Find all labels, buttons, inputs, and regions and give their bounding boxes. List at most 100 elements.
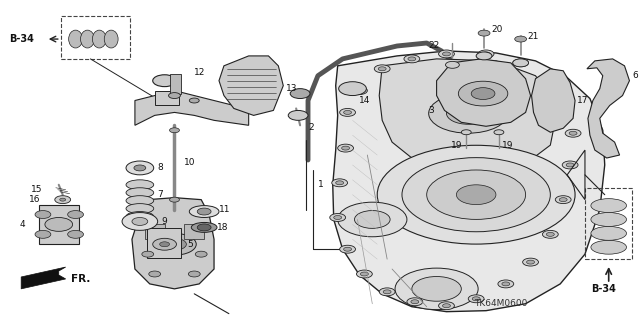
Bar [145, 225, 164, 239]
Bar [61, 16, 130, 59]
Ellipse shape [126, 180, 154, 190]
Circle shape [438, 50, 454, 58]
Circle shape [338, 202, 407, 237]
Text: 4: 4 [19, 220, 25, 229]
Text: 5: 5 [188, 240, 193, 249]
Text: 21: 21 [527, 32, 539, 41]
Polygon shape [135, 91, 249, 125]
Circle shape [132, 218, 148, 226]
Ellipse shape [126, 211, 154, 221]
Circle shape [330, 213, 346, 221]
Circle shape [476, 52, 492, 60]
Circle shape [148, 271, 161, 277]
Circle shape [543, 230, 558, 238]
Text: 10: 10 [184, 159, 196, 167]
Circle shape [338, 144, 353, 152]
Text: 2: 2 [308, 123, 314, 132]
Polygon shape [436, 59, 531, 126]
Circle shape [360, 272, 369, 276]
Circle shape [429, 94, 508, 133]
Circle shape [513, 59, 529, 67]
Text: 14: 14 [360, 96, 371, 105]
Circle shape [447, 102, 490, 124]
Circle shape [126, 161, 154, 175]
Circle shape [498, 280, 514, 288]
Circle shape [355, 211, 390, 228]
Text: 15: 15 [31, 185, 43, 194]
Circle shape [565, 129, 581, 137]
Circle shape [55, 196, 70, 204]
Circle shape [471, 88, 495, 100]
Bar [585, 188, 632, 259]
Circle shape [332, 179, 348, 187]
Circle shape [197, 208, 211, 215]
Circle shape [197, 224, 211, 231]
Circle shape [159, 242, 170, 247]
Circle shape [523, 258, 538, 266]
Text: 1: 1 [318, 180, 324, 189]
Polygon shape [132, 198, 214, 289]
Circle shape [336, 181, 344, 185]
Text: 3: 3 [429, 106, 435, 115]
Text: 6: 6 [632, 71, 638, 80]
Circle shape [547, 232, 554, 236]
Circle shape [404, 55, 420, 63]
Circle shape [395, 268, 478, 310]
Circle shape [377, 145, 575, 244]
Circle shape [540, 77, 556, 85]
Ellipse shape [92, 30, 106, 48]
Circle shape [35, 211, 51, 219]
Ellipse shape [591, 199, 627, 212]
Circle shape [456, 185, 496, 204]
Circle shape [494, 130, 504, 135]
Ellipse shape [126, 204, 154, 213]
Circle shape [288, 110, 308, 120]
Circle shape [134, 165, 146, 171]
Ellipse shape [189, 205, 219, 218]
Ellipse shape [591, 212, 627, 226]
Circle shape [468, 295, 484, 303]
Circle shape [188, 271, 200, 277]
Circle shape [344, 247, 351, 251]
Circle shape [559, 198, 567, 202]
Circle shape [351, 87, 367, 94]
Circle shape [355, 89, 364, 93]
Text: B-34: B-34 [10, 34, 34, 44]
Circle shape [515, 36, 527, 42]
Text: 18: 18 [217, 223, 228, 232]
Circle shape [402, 158, 550, 232]
Ellipse shape [591, 240, 627, 254]
Circle shape [122, 212, 157, 230]
Text: 13: 13 [286, 84, 298, 93]
Circle shape [374, 65, 390, 73]
Circle shape [340, 245, 355, 253]
Circle shape [35, 230, 51, 238]
Polygon shape [532, 69, 575, 132]
Circle shape [556, 196, 571, 204]
Circle shape [344, 110, 351, 115]
Circle shape [195, 251, 207, 257]
Polygon shape [219, 56, 284, 115]
Circle shape [339, 82, 366, 95]
Circle shape [333, 216, 342, 219]
Text: B-34: B-34 [591, 284, 616, 294]
Circle shape [543, 79, 551, 83]
Circle shape [407, 298, 423, 306]
Bar [155, 91, 179, 106]
Circle shape [68, 211, 83, 219]
Circle shape [340, 108, 355, 116]
Text: 17: 17 [577, 96, 589, 105]
Circle shape [411, 300, 419, 304]
Text: 7: 7 [157, 190, 163, 199]
Text: 19: 19 [502, 141, 513, 150]
Text: 22: 22 [429, 41, 440, 50]
Ellipse shape [591, 226, 627, 240]
Bar [170, 74, 181, 93]
Ellipse shape [126, 196, 154, 205]
Text: 19: 19 [451, 141, 463, 150]
Text: 8: 8 [157, 163, 163, 173]
Circle shape [478, 30, 490, 36]
Circle shape [442, 304, 451, 308]
Circle shape [60, 198, 66, 201]
Circle shape [168, 93, 180, 99]
